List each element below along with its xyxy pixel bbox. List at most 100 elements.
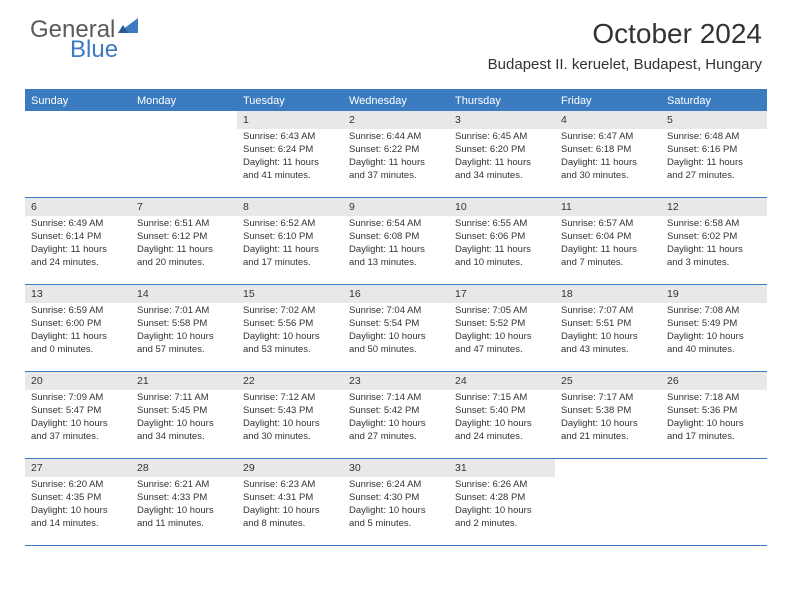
day-cell: 9Sunrise: 6:54 AMSunset: 6:08 PMDaylight… bbox=[343, 198, 449, 284]
logo: General Blue bbox=[30, 18, 140, 42]
day-number: 16 bbox=[343, 285, 449, 303]
day-cell: 25Sunrise: 7:17 AMSunset: 5:38 PMDayligh… bbox=[555, 372, 661, 458]
day-number: 4 bbox=[555, 111, 661, 129]
day-content: Sunrise: 6:49 AMSunset: 6:14 PMDaylight:… bbox=[25, 216, 131, 273]
day-number: 11 bbox=[555, 198, 661, 216]
day-cell: 27Sunrise: 6:20 AMSunset: 4:35 PMDayligh… bbox=[25, 459, 131, 545]
weekday-header: Wednesday bbox=[343, 91, 449, 111]
day-cell: 22Sunrise: 7:12 AMSunset: 5:43 PMDayligh… bbox=[237, 372, 343, 458]
day-cell: 6Sunrise: 6:49 AMSunset: 6:14 PMDaylight… bbox=[25, 198, 131, 284]
empty-day-number bbox=[555, 459, 661, 477]
week-row: 6Sunrise: 6:49 AMSunset: 6:14 PMDaylight… bbox=[25, 198, 767, 285]
page-header: General Blue October 2024 Budapest II. k… bbox=[0, 0, 792, 81]
day-cell: 15Sunrise: 7:02 AMSunset: 5:56 PMDayligh… bbox=[237, 285, 343, 371]
weekday-header: Tuesday bbox=[237, 91, 343, 111]
day-content: Sunrise: 7:01 AMSunset: 5:58 PMDaylight:… bbox=[131, 303, 237, 360]
day-number: 24 bbox=[449, 372, 555, 390]
day-number: 6 bbox=[25, 198, 131, 216]
day-cell: 13Sunrise: 6:59 AMSunset: 6:00 PMDayligh… bbox=[25, 285, 131, 371]
title-block: October 2024 Budapest II. keruelet, Buda… bbox=[488, 18, 762, 73]
day-content: Sunrise: 6:24 AMSunset: 4:30 PMDaylight:… bbox=[343, 477, 449, 534]
day-content: Sunrise: 7:14 AMSunset: 5:42 PMDaylight:… bbox=[343, 390, 449, 447]
day-cell: 11Sunrise: 6:57 AMSunset: 6:04 PMDayligh… bbox=[555, 198, 661, 284]
day-number: 1 bbox=[237, 111, 343, 129]
day-content: Sunrise: 6:45 AMSunset: 6:20 PMDaylight:… bbox=[449, 129, 555, 186]
day-cell: 30Sunrise: 6:24 AMSunset: 4:30 PMDayligh… bbox=[343, 459, 449, 545]
day-content: Sunrise: 6:57 AMSunset: 6:04 PMDaylight:… bbox=[555, 216, 661, 273]
day-number: 28 bbox=[131, 459, 237, 477]
day-content: Sunrise: 6:44 AMSunset: 6:22 PMDaylight:… bbox=[343, 129, 449, 186]
day-cell: 3Sunrise: 6:45 AMSunset: 6:20 PMDaylight… bbox=[449, 111, 555, 197]
day-cell: 14Sunrise: 7:01 AMSunset: 5:58 PMDayligh… bbox=[131, 285, 237, 371]
empty-day-number bbox=[131, 111, 237, 129]
day-content: Sunrise: 6:59 AMSunset: 6:00 PMDaylight:… bbox=[25, 303, 131, 360]
day-content: Sunrise: 7:05 AMSunset: 5:52 PMDaylight:… bbox=[449, 303, 555, 360]
weekday-header: Sunday bbox=[25, 91, 131, 111]
day-content: Sunrise: 7:12 AMSunset: 5:43 PMDaylight:… bbox=[237, 390, 343, 447]
day-cell bbox=[131, 111, 237, 197]
day-number: 13 bbox=[25, 285, 131, 303]
day-cell: 4Sunrise: 6:47 AMSunset: 6:18 PMDaylight… bbox=[555, 111, 661, 197]
day-number: 31 bbox=[449, 459, 555, 477]
day-content: Sunrise: 6:21 AMSunset: 4:33 PMDaylight:… bbox=[131, 477, 237, 534]
day-cell: 1Sunrise: 6:43 AMSunset: 6:24 PMDaylight… bbox=[237, 111, 343, 197]
day-cell: 19Sunrise: 7:08 AMSunset: 5:49 PMDayligh… bbox=[661, 285, 767, 371]
day-number: 18 bbox=[555, 285, 661, 303]
day-content: Sunrise: 6:47 AMSunset: 6:18 PMDaylight:… bbox=[555, 129, 661, 186]
week-row: 1Sunrise: 6:43 AMSunset: 6:24 PMDaylight… bbox=[25, 111, 767, 198]
day-cell: 24Sunrise: 7:15 AMSunset: 5:40 PMDayligh… bbox=[449, 372, 555, 458]
day-content: Sunrise: 6:23 AMSunset: 4:31 PMDaylight:… bbox=[237, 477, 343, 534]
day-cell: 23Sunrise: 7:14 AMSunset: 5:42 PMDayligh… bbox=[343, 372, 449, 458]
day-content: Sunrise: 7:15 AMSunset: 5:40 PMDaylight:… bbox=[449, 390, 555, 447]
day-number: 9 bbox=[343, 198, 449, 216]
day-cell: 26Sunrise: 7:18 AMSunset: 5:36 PMDayligh… bbox=[661, 372, 767, 458]
day-cell bbox=[25, 111, 131, 197]
day-cell: 16Sunrise: 7:04 AMSunset: 5:54 PMDayligh… bbox=[343, 285, 449, 371]
day-content: Sunrise: 6:43 AMSunset: 6:24 PMDaylight:… bbox=[237, 129, 343, 186]
weekday-header: Thursday bbox=[449, 91, 555, 111]
week-row: 27Sunrise: 6:20 AMSunset: 4:35 PMDayligh… bbox=[25, 459, 767, 546]
day-content: Sunrise: 6:26 AMSunset: 4:28 PMDaylight:… bbox=[449, 477, 555, 534]
day-cell: 31Sunrise: 6:26 AMSunset: 4:28 PMDayligh… bbox=[449, 459, 555, 545]
day-cell: 12Sunrise: 6:58 AMSunset: 6:02 PMDayligh… bbox=[661, 198, 767, 284]
day-content: Sunrise: 7:17 AMSunset: 5:38 PMDaylight:… bbox=[555, 390, 661, 447]
day-content: Sunrise: 6:20 AMSunset: 4:35 PMDaylight:… bbox=[25, 477, 131, 534]
calendar-grid: SundayMondayTuesdayWednesdayThursdayFrid… bbox=[25, 89, 767, 546]
day-cell: 2Sunrise: 6:44 AMSunset: 6:22 PMDaylight… bbox=[343, 111, 449, 197]
day-content: Sunrise: 7:02 AMSunset: 5:56 PMDaylight:… bbox=[237, 303, 343, 360]
day-content: Sunrise: 7:04 AMSunset: 5:54 PMDaylight:… bbox=[343, 303, 449, 360]
day-cell bbox=[661, 459, 767, 545]
location-text: Budapest II. keruelet, Budapest, Hungary bbox=[488, 56, 762, 73]
day-number: 29 bbox=[237, 459, 343, 477]
day-content: Sunrise: 7:11 AMSunset: 5:45 PMDaylight:… bbox=[131, 390, 237, 447]
day-content: Sunrise: 6:54 AMSunset: 6:08 PMDaylight:… bbox=[343, 216, 449, 273]
weekday-header: Saturday bbox=[661, 91, 767, 111]
week-row: 13Sunrise: 6:59 AMSunset: 6:00 PMDayligh… bbox=[25, 285, 767, 372]
day-number: 7 bbox=[131, 198, 237, 216]
day-number: 10 bbox=[449, 198, 555, 216]
day-cell: 20Sunrise: 7:09 AMSunset: 5:47 PMDayligh… bbox=[25, 372, 131, 458]
day-number: 30 bbox=[343, 459, 449, 477]
logo-triangle-icon bbox=[118, 18, 138, 41]
day-number: 8 bbox=[237, 198, 343, 216]
day-content: Sunrise: 7:09 AMSunset: 5:47 PMDaylight:… bbox=[25, 390, 131, 447]
day-cell: 18Sunrise: 7:07 AMSunset: 5:51 PMDayligh… bbox=[555, 285, 661, 371]
day-content: Sunrise: 7:07 AMSunset: 5:51 PMDaylight:… bbox=[555, 303, 661, 360]
day-number: 23 bbox=[343, 372, 449, 390]
day-content: Sunrise: 6:58 AMSunset: 6:02 PMDaylight:… bbox=[661, 216, 767, 273]
day-number: 22 bbox=[237, 372, 343, 390]
day-number: 12 bbox=[661, 198, 767, 216]
day-cell: 5Sunrise: 6:48 AMSunset: 6:16 PMDaylight… bbox=[661, 111, 767, 197]
day-number: 14 bbox=[131, 285, 237, 303]
empty-day-number bbox=[25, 111, 131, 129]
day-content: Sunrise: 7:18 AMSunset: 5:36 PMDaylight:… bbox=[661, 390, 767, 447]
day-content: Sunrise: 6:55 AMSunset: 6:06 PMDaylight:… bbox=[449, 216, 555, 273]
day-number: 27 bbox=[25, 459, 131, 477]
day-cell: 10Sunrise: 6:55 AMSunset: 6:06 PMDayligh… bbox=[449, 198, 555, 284]
day-number: 17 bbox=[449, 285, 555, 303]
day-content: Sunrise: 6:48 AMSunset: 6:16 PMDaylight:… bbox=[661, 129, 767, 186]
day-cell: 7Sunrise: 6:51 AMSunset: 6:12 PMDaylight… bbox=[131, 198, 237, 284]
day-number: 5 bbox=[661, 111, 767, 129]
empty-day-number bbox=[661, 459, 767, 477]
day-number: 20 bbox=[25, 372, 131, 390]
